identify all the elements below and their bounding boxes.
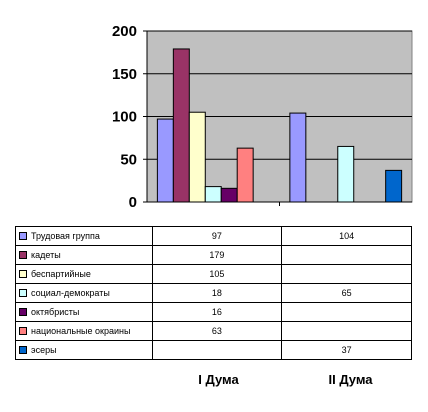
y-tick-label: 150 bbox=[112, 66, 137, 83]
bar bbox=[337, 145, 355, 203]
data-label bbox=[281, 321, 412, 341]
data-label bbox=[281, 302, 412, 322]
series-name: беспартийные bbox=[31, 269, 91, 279]
bar bbox=[236, 147, 254, 203]
series-name: октябристы bbox=[31, 307, 80, 317]
bar bbox=[385, 169, 403, 203]
data-label bbox=[151, 340, 283, 360]
data-table-row: эсеры 37 bbox=[15, 340, 412, 360]
data-label: 104 bbox=[281, 226, 412, 246]
series-label: Трудовая группа bbox=[15, 226, 153, 246]
y-tick-label: 100 bbox=[112, 109, 137, 126]
series-name: кадеты bbox=[31, 250, 61, 260]
legend-swatch bbox=[19, 270, 27, 278]
series-label: октябристы bbox=[15, 302, 153, 322]
series-label: беспартийные bbox=[15, 264, 153, 284]
y-tick-labels: 0 50 100 150 200 bbox=[112, 23, 137, 211]
bar bbox=[204, 186, 222, 203]
y-tick-label: 50 bbox=[120, 151, 137, 168]
data-label: 97 bbox=[151, 226, 283, 246]
bar bbox=[289, 112, 307, 203]
category-label: II Дума bbox=[328, 372, 373, 387]
bar bbox=[156, 118, 174, 203]
y-tick-label: 200 bbox=[112, 23, 137, 40]
series-name: Трудовая группа bbox=[31, 231, 100, 241]
data-table-row: национальные окраины 63 bbox=[15, 321, 412, 341]
category-label: I Дума bbox=[198, 372, 239, 387]
series-name: социал-демократы bbox=[31, 288, 110, 298]
legend-swatch bbox=[19, 308, 27, 316]
bar bbox=[220, 187, 238, 203]
data-table-row: октябристы 16 bbox=[15, 302, 412, 322]
legend-swatch bbox=[19, 289, 27, 297]
legend-swatch bbox=[19, 346, 27, 354]
series-label: эсеры bbox=[15, 340, 153, 360]
axes bbox=[146, 31, 412, 206]
data-table-row: кадеты 179 bbox=[15, 245, 412, 265]
legend-swatch bbox=[19, 327, 27, 335]
data-label: 18 bbox=[151, 283, 283, 303]
data-label: 65 bbox=[281, 283, 412, 303]
series-name: эсеры bbox=[31, 345, 57, 355]
data-table-row: социал-демократы 18 65 bbox=[15, 283, 412, 303]
data-label bbox=[281, 264, 412, 284]
y-tick-label: 0 bbox=[129, 194, 137, 211]
legend-swatch bbox=[19, 251, 27, 259]
data-label: 179 bbox=[151, 245, 283, 265]
bar-chart: 0 50 100 150 200 bbox=[112, 23, 413, 211]
series-label: национальные окраины bbox=[15, 321, 153, 341]
data-label: 37 bbox=[281, 340, 412, 360]
data-label: 63 bbox=[151, 321, 283, 341]
data-table-row: беспартийные 105 bbox=[15, 264, 412, 284]
series-label: кадеты bbox=[15, 245, 153, 265]
data-table-row: Трудовая группа 97 104 bbox=[15, 226, 412, 246]
data-label: 105 bbox=[151, 264, 283, 284]
data-label bbox=[281, 245, 412, 265]
bar bbox=[172, 48, 190, 203]
series-label: социал-демократы bbox=[15, 283, 153, 303]
series-name: национальные окраины bbox=[31, 326, 131, 336]
bar bbox=[188, 111, 206, 203]
data-table: Трудовая группа 97 104 кадеты 179 беспартийны… bbox=[15, 226, 412, 360]
legend-swatch bbox=[19, 232, 27, 240]
data-label: 16 bbox=[151, 302, 283, 322]
bars bbox=[156, 48, 403, 203]
